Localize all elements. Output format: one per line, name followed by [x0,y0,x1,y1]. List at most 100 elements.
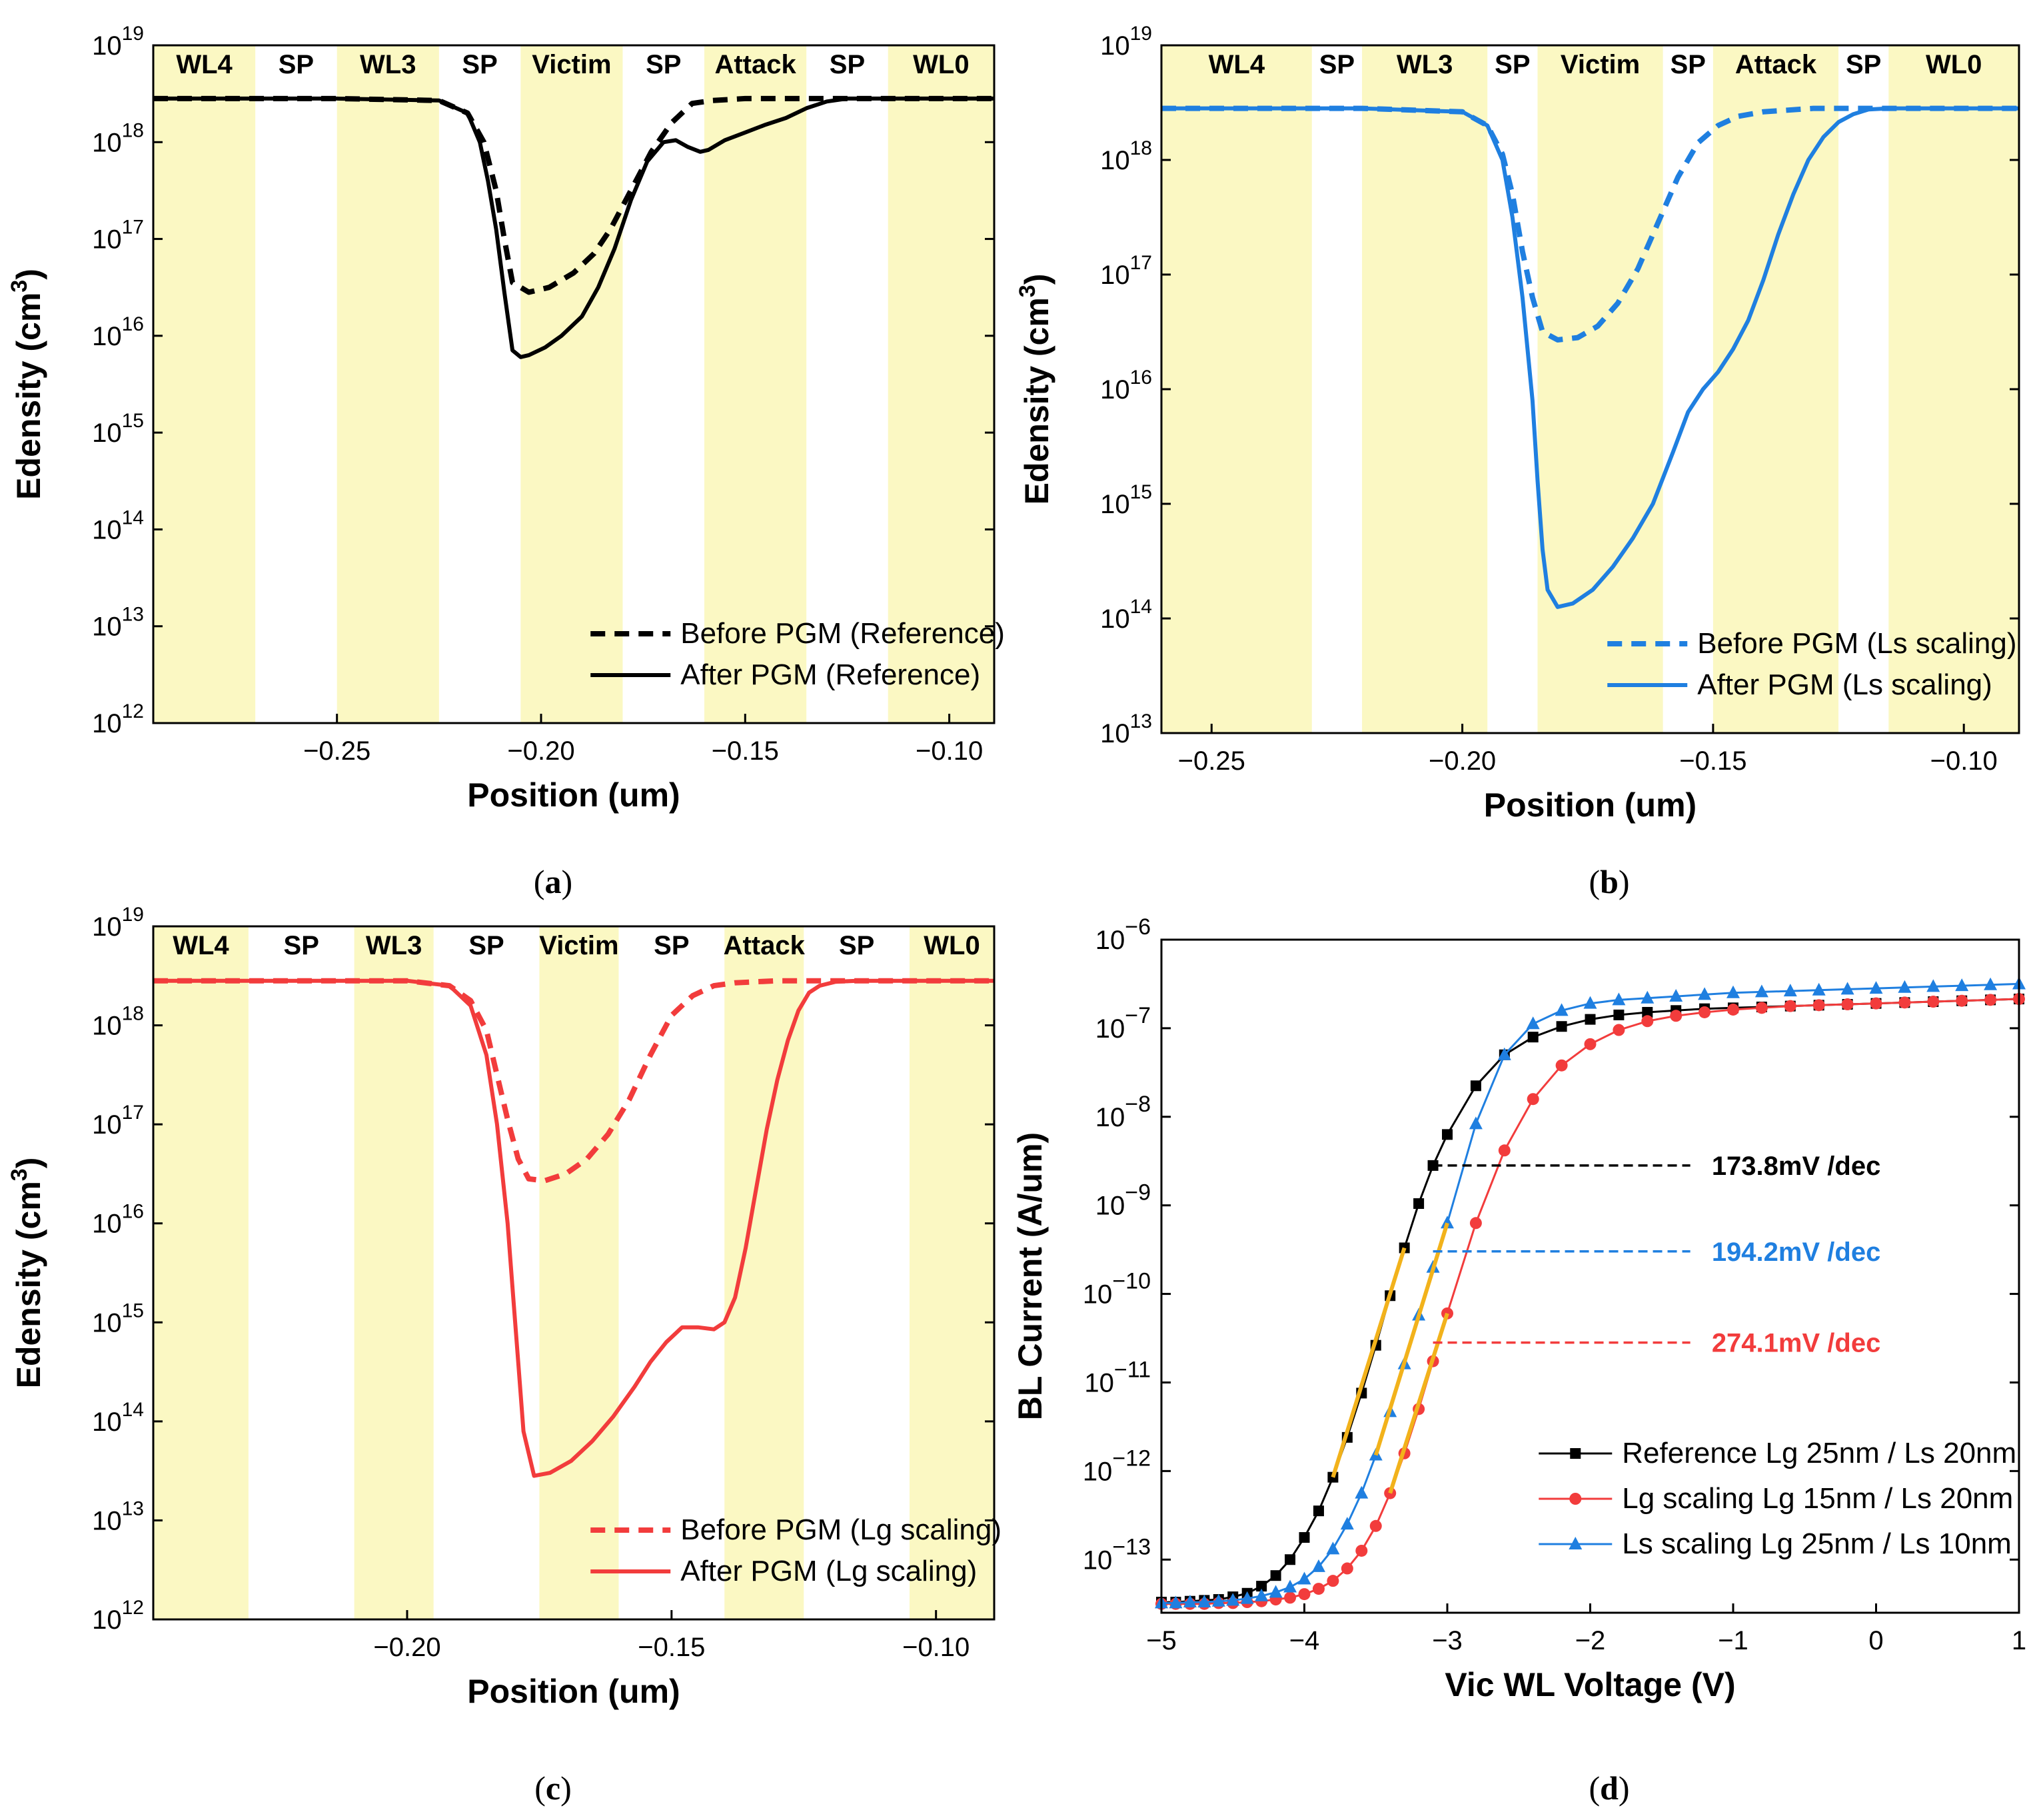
region-label: Attack [714,50,796,79]
region-label: WL3 [1397,50,1453,79]
plot-frame [1160,44,2020,734]
region-label: SP [284,931,319,960]
legend-label: Reference Lg 25nm / Ls 20nm [1622,1437,2016,1469]
data-point [1413,1198,1425,1210]
region-label: WL3 [366,931,422,960]
data-point [1727,1003,1739,1016]
data-point [1327,1575,1339,1587]
data-point [1927,996,1940,1008]
x-tick-label: 0 [1868,1626,1883,1655]
y-tick-label: 10−12 [1083,1445,1151,1486]
plot-frame [152,925,996,1621]
data-point [1556,1021,1567,1032]
data-point [1527,1032,1539,1043]
region-label: Victim [1561,50,1640,79]
region-label: SP [654,931,689,960]
x-tick-label: −0.25 [303,736,370,766]
data-point [1583,996,1597,1009]
y-tick-label: 1016 [92,313,144,351]
region-band [910,926,994,1619]
data-point [1669,989,1683,1002]
data-point [1841,998,1854,1011]
region-label: Victim [532,50,611,79]
plot-frame [1160,938,2020,1614]
data-point [1926,979,1940,992]
region-band [1362,45,1488,733]
data-point [1526,1016,1540,1030]
region-band [153,926,249,1619]
region-band [539,926,619,1619]
data-point [1955,978,1969,992]
data-point [1183,1595,1197,1608]
fit-line [1388,1312,1449,1494]
legend-label: After PGM (Lg scaling) [680,1555,977,1587]
y-tick-label: 1017 [1100,252,1152,290]
x-axis-label: Position (um) [467,776,680,814]
data-point [1869,981,1883,994]
data-point [1285,1554,1296,1565]
data-point [1340,1517,1354,1530]
data-point [1311,1559,1325,1572]
data-point [1613,1024,1625,1036]
x-tick-label: 1 [2012,1626,2026,1655]
x-tick-label: −0.15 [712,736,779,766]
data-point [1584,1038,1597,1050]
x-axis-label: Vic WL Voltage (V) [1445,1666,1735,1703]
data-point [1355,1544,1368,1557]
x-tick-label: −2 [1575,1626,1606,1655]
data-point [1256,1581,1267,1592]
data-point [1326,1541,1340,1555]
region-label: Attack [1735,50,1817,79]
x-tick-label: −4 [1289,1626,1320,1655]
region-label: WL0 [913,50,969,79]
region-band [520,45,623,723]
legend-label: Ls scaling Lg 25nm / Ls 10nm [1622,1527,2012,1560]
data-point [1984,994,1997,1006]
data-point [1642,1006,1653,1018]
y-tick-label: 1019 [92,904,144,942]
data-point [1784,1000,1796,1012]
data-point [1169,1595,1183,1609]
region-label: WL3 [360,50,416,79]
y-tick-label: 1015 [1100,481,1152,519]
panel-label: (c) [534,1769,572,1807]
data-point [1898,980,1912,993]
data-point [1555,1059,1568,1072]
region-band [888,45,994,723]
data-point [1870,997,1882,1010]
data-point [1698,1006,1711,1018]
region-label: SP [1319,50,1355,79]
data-point [1284,1591,1297,1604]
y-tick-label: 1019 [1100,23,1152,61]
x-tick-label: −0.15 [638,1633,705,1662]
region-label: Attack [724,931,806,960]
data-point [1498,1144,1511,1157]
region-label: SP [468,931,504,960]
fit-line [1331,1247,1407,1478]
x-axis-label: Position (um) [467,1673,680,1710]
data-point [1497,1047,1511,1060]
fit-line [1373,1222,1449,1456]
ss-annotation: 274.1mV /dec [1712,1329,1881,1358]
data-point [1298,1588,1311,1601]
legend-label: After PGM (Reference) [680,658,980,691]
series-line-before [153,95,994,295]
region-label: SP [839,931,874,960]
panel-a: WL4 SP WL3 SP Victim SP Attack SP WL0 Before PGM … [7,23,1005,900]
data-point [1226,1593,1240,1606]
region-band [153,45,256,723]
panel-label: (d) [1589,1769,1629,1807]
data-point [1211,1593,1225,1607]
legend-label: Lg scaling Lg 15nm / Ls 20nm [1622,1482,2013,1515]
y-tick-label: 1019 [92,23,144,61]
legend-label: Before PGM (Ls scaling) [1697,627,2016,660]
data-point [1555,1003,1569,1016]
y-tick-label: 1012 [92,1597,144,1635]
y-axis-label: Edensity (cm3) [7,269,47,500]
data-point [1240,1591,1254,1604]
region-label: WL0 [924,931,980,960]
x-axis-label: Position (um) [1484,786,1696,824]
data-point [1442,1129,1453,1140]
y-tick-label: 10−11 [1084,1357,1151,1397]
y-tick-label: 1016 [1100,367,1152,405]
